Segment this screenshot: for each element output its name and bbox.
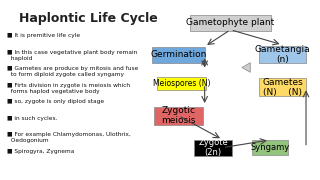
FancyBboxPatch shape	[259, 46, 306, 63]
Text: Gametophyte plant: Gametophyte plant	[186, 18, 275, 27]
FancyBboxPatch shape	[152, 47, 205, 62]
Text: Zygote
(2n): Zygote (2n)	[198, 138, 228, 157]
FancyBboxPatch shape	[154, 107, 203, 125]
Text: ■ It is premitive life cyle: ■ It is premitive life cyle	[7, 33, 80, 38]
Text: ■ so, zygote is only diplod stage: ■ so, zygote is only diplod stage	[7, 99, 104, 104]
Text: ■ in such cycles.: ■ in such cycles.	[7, 116, 58, 121]
Text: Zygotic
meiosis: Zygotic meiosis	[161, 106, 196, 125]
FancyBboxPatch shape	[252, 140, 288, 155]
Text: ■ For example Chlamydomonas, Ulothrix,
  Oedogonium: ■ For example Chlamydomonas, Ulothrix, O…	[7, 132, 131, 143]
Text: Gametangia
(n): Gametangia (n)	[255, 45, 310, 64]
Text: Meiospores (N): Meiospores (N)	[153, 79, 211, 88]
Text: ■ Spirogyra, Zygnema: ■ Spirogyra, Zygnema	[7, 149, 74, 154]
FancyBboxPatch shape	[157, 77, 206, 90]
FancyBboxPatch shape	[189, 15, 271, 31]
Text: ■ Firts division in zygote is meiosis which
  forms haplod vegetative body: ■ Firts division in zygote is meiosis wh…	[7, 83, 130, 94]
Text: Syngamy: Syngamy	[250, 143, 290, 152]
Text: Gametes
(N)    (N): Gametes (N) (N)	[262, 78, 303, 97]
FancyBboxPatch shape	[259, 78, 306, 96]
Text: ■ In this case vegetative plant body remain
  haploid: ■ In this case vegetative plant body rem…	[7, 50, 137, 61]
FancyBboxPatch shape	[194, 140, 232, 156]
Text: Germination: Germination	[150, 50, 207, 59]
Text: ■ Gametes are produce by mitosis and fuse
  to form diploid zygote called syngam: ■ Gametes are produce by mitosis and fus…	[7, 66, 138, 77]
Text: Haplontic Life Cycle: Haplontic Life Cycle	[20, 12, 158, 25]
